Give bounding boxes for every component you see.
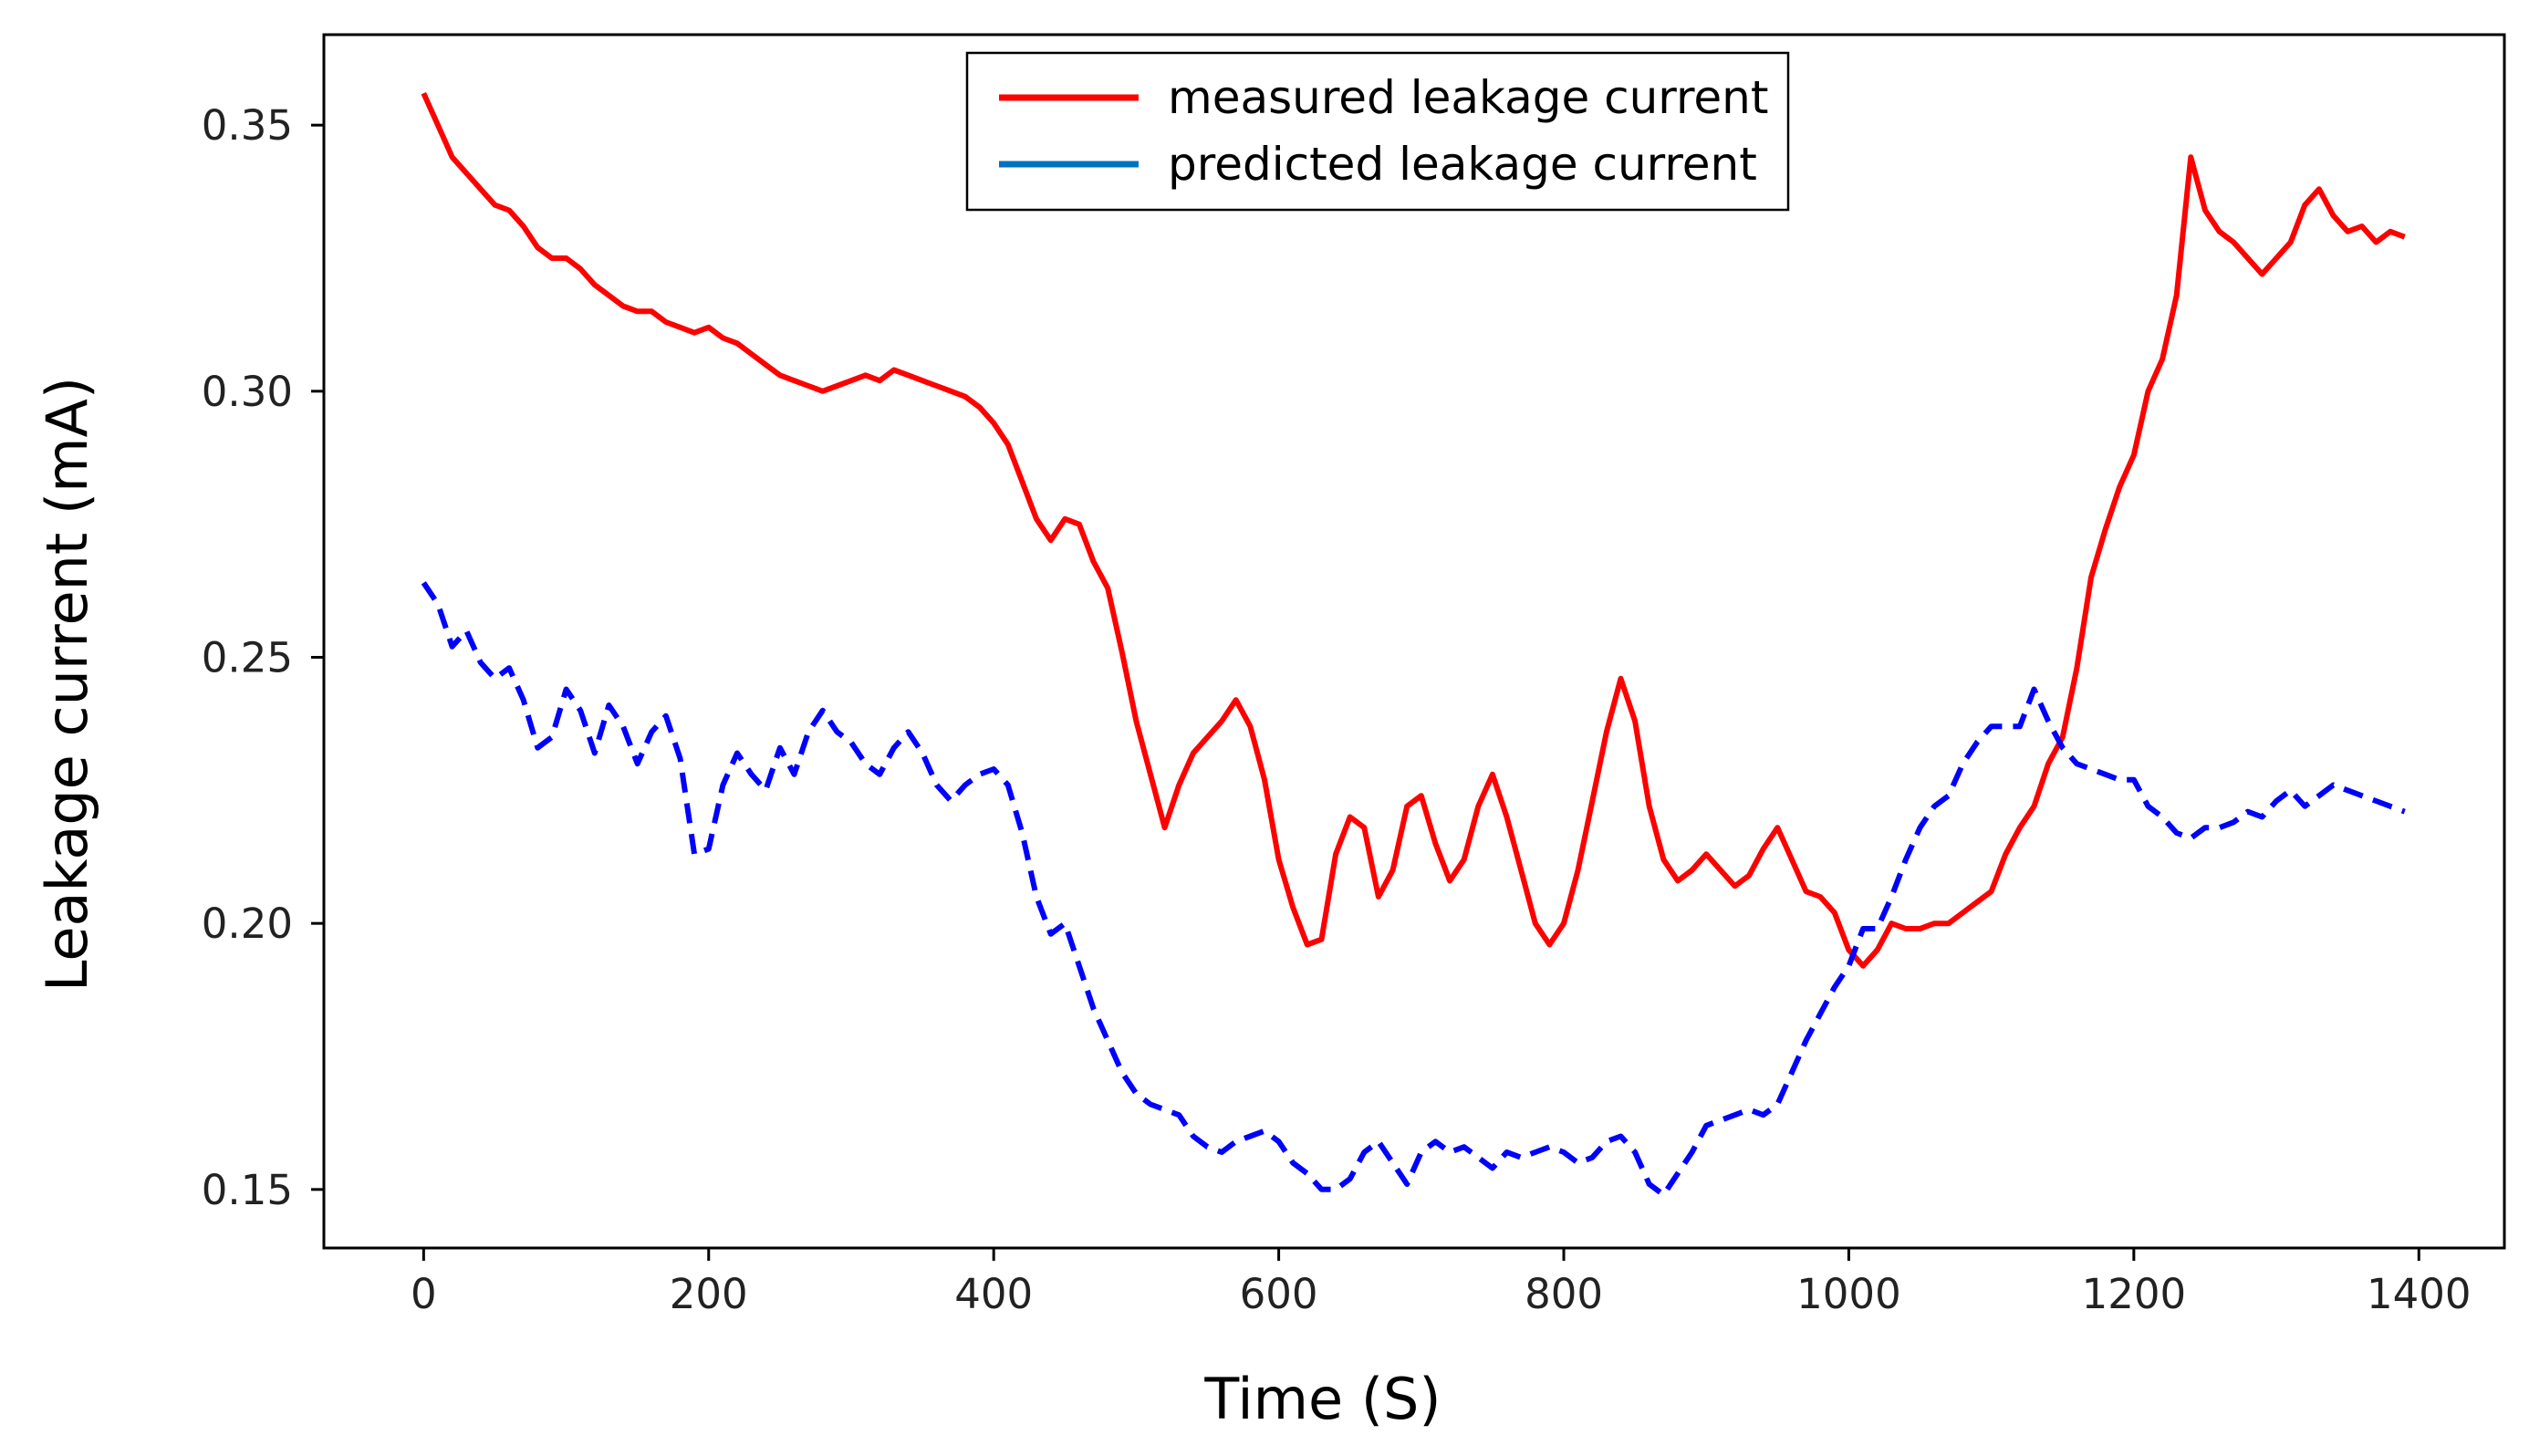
series-line-measured [421,91,2406,969]
x-axis-label: Time (S) [1203,1366,1441,1432]
x-tick-label: 800 [1525,1270,1603,1318]
x-tick-label: 1000 [1796,1270,1901,1318]
x-tick-label: 400 [954,1270,1033,1318]
series-line-predicted [421,581,2406,1198]
legend-label-predicted: predicted leakage current [1168,138,1757,191]
series-layer [421,91,2406,1198]
y-tick-label: 0.15 [202,1166,293,1214]
x-axis-ticks: 0 200 400 600 800 1000 1200 1400 [411,1248,2472,1318]
x-tick-label: 1400 [2367,1270,2472,1318]
y-tick-label: 0.20 [202,900,293,948]
legend: measured leakage current predicted leaka… [965,51,1790,212]
x-tick-label: 0 [411,1270,437,1318]
y-axis-ticks: 0.15 0.20 0.25 0.30 0.35 [202,101,324,1214]
y-axis-label: Leakage current (mA) [34,377,100,992]
x-tick-label: 600 [1240,1270,1318,1318]
legend-box [965,51,1790,212]
x-tick-label: 1200 [2082,1270,2187,1318]
y-tick-label: 0.25 [202,634,293,682]
plot-area [322,33,2506,1250]
legend-label-measured: measured leakage current [1168,71,1768,124]
y-tick-label: 0.30 [202,368,293,416]
x-tick-label: 200 [670,1270,748,1318]
y-tick-label: 0.35 [202,101,293,150]
